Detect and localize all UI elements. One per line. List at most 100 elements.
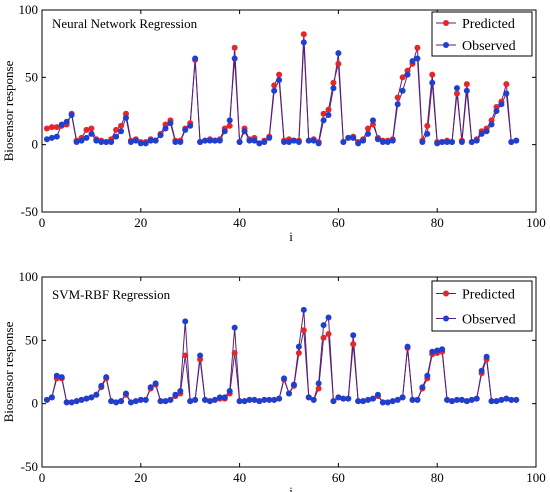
point-observed bbox=[463, 398, 470, 405]
point-predicted bbox=[453, 90, 460, 97]
point-observed bbox=[152, 137, 159, 144]
point-observed bbox=[434, 140, 441, 147]
point-predicted bbox=[330, 79, 337, 86]
point-predicted bbox=[394, 94, 401, 101]
point-observed bbox=[360, 398, 367, 405]
point-predicted bbox=[320, 110, 327, 117]
point-observed bbox=[48, 394, 55, 401]
y-tick-label: 100 bbox=[19, 269, 39, 284]
point-observed bbox=[142, 396, 149, 403]
x-axis-label: i bbox=[289, 229, 293, 244]
point-observed bbox=[118, 128, 125, 135]
point-observed bbox=[177, 388, 184, 394]
point-observed bbox=[355, 140, 362, 147]
point-observed bbox=[335, 50, 342, 57]
point-predicted bbox=[463, 81, 470, 88]
point-observed bbox=[98, 138, 105, 145]
point-observed bbox=[384, 138, 391, 145]
point-observed bbox=[103, 138, 110, 145]
point-observed bbox=[147, 384, 154, 391]
point-observed bbox=[157, 398, 164, 405]
point-observed bbox=[379, 399, 386, 406]
point-observed bbox=[394, 396, 401, 403]
point-observed bbox=[118, 398, 125, 405]
point-observed bbox=[58, 374, 65, 381]
point-observed bbox=[88, 130, 95, 137]
point-observed bbox=[162, 398, 169, 405]
point-predicted bbox=[335, 60, 342, 67]
point-observed bbox=[325, 314, 332, 321]
point-predicted bbox=[414, 44, 421, 51]
point-observed bbox=[113, 399, 120, 406]
point-observed bbox=[305, 137, 312, 144]
point-observed bbox=[508, 396, 515, 403]
x-tick-label: 60 bbox=[332, 470, 345, 485]
point-predicted bbox=[226, 122, 233, 129]
point-observed bbox=[315, 380, 322, 387]
legend-marker-observed bbox=[443, 42, 449, 48]
point-observed bbox=[132, 398, 139, 405]
point-predicted bbox=[113, 126, 120, 133]
point-observed bbox=[384, 399, 391, 406]
point-observed bbox=[197, 138, 204, 145]
point-observed bbox=[424, 372, 431, 379]
point-observed bbox=[513, 137, 520, 144]
point-observed bbox=[261, 396, 268, 403]
point-observed bbox=[493, 108, 500, 114]
plot-title: Neural Network Regression bbox=[52, 16, 198, 31]
legend-marker-predicted bbox=[443, 20, 449, 26]
point-observed bbox=[281, 375, 288, 382]
point-observed bbox=[58, 121, 65, 128]
point-observed bbox=[290, 137, 297, 144]
point-observed bbox=[202, 396, 209, 403]
point-observed bbox=[192, 55, 199, 62]
point-observed bbox=[211, 137, 218, 144]
point-observed bbox=[330, 398, 337, 405]
x-tick-label: 60 bbox=[332, 215, 345, 230]
point-observed bbox=[43, 396, 50, 403]
point-predicted bbox=[325, 331, 332, 337]
point-observed bbox=[290, 381, 297, 388]
point-observed bbox=[216, 394, 223, 401]
point-observed bbox=[266, 134, 273, 141]
point-observed bbox=[68, 112, 75, 119]
y-tick-label: 50 bbox=[25, 332, 38, 347]
point-observed bbox=[414, 55, 421, 62]
point-observed bbox=[88, 394, 95, 401]
point-observed bbox=[216, 137, 223, 144]
x-tick-label: 100 bbox=[526, 470, 546, 485]
point-observed bbox=[320, 322, 327, 329]
point-observed bbox=[256, 398, 263, 405]
point-observed bbox=[478, 130, 485, 137]
point-observed bbox=[192, 396, 199, 403]
point-observed bbox=[310, 137, 317, 144]
point-observed bbox=[187, 398, 194, 405]
point-observed bbox=[483, 128, 490, 135]
point-predicted bbox=[325, 106, 332, 113]
point-observed bbox=[300, 306, 307, 313]
point-observed bbox=[424, 130, 431, 137]
point-observed bbox=[379, 138, 386, 145]
point-observed bbox=[355, 398, 362, 405]
point-observed bbox=[350, 332, 357, 339]
point-observed bbox=[286, 138, 292, 145]
point-observed bbox=[468, 396, 475, 403]
point-observed bbox=[132, 137, 139, 144]
y-tick-label: 100 bbox=[19, 2, 39, 17]
point-observed bbox=[197, 352, 204, 359]
point-observed bbox=[404, 71, 411, 78]
point-observed bbox=[236, 398, 243, 405]
point-observed bbox=[369, 117, 376, 124]
point-observed bbox=[463, 87, 470, 94]
legend-label-predicted: Predicted bbox=[462, 17, 515, 32]
point-observed bbox=[478, 367, 485, 374]
point-observed bbox=[419, 138, 426, 145]
point-observed bbox=[137, 140, 144, 147]
legend-marker-observed bbox=[443, 315, 449, 322]
point-observed bbox=[231, 55, 238, 62]
point-observed bbox=[152, 380, 159, 387]
point-observed bbox=[310, 396, 317, 403]
point-predicted bbox=[182, 352, 189, 359]
point-observed bbox=[271, 396, 278, 403]
